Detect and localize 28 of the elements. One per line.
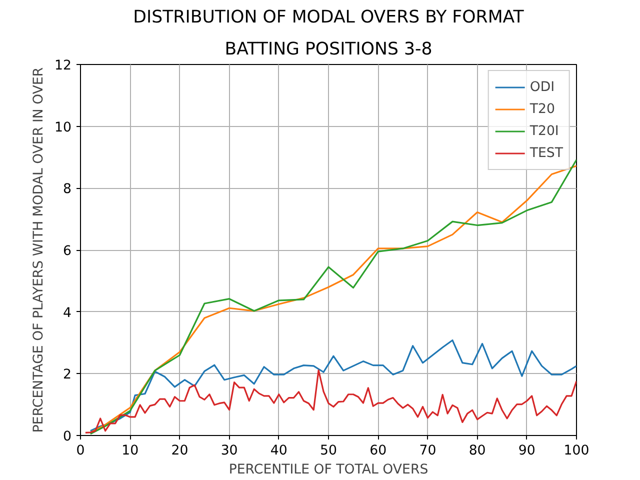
- y-axis-title: PERCENTAGE OF PLAYERS WITH MODAL OVER IN OVER: [32, 67, 47, 433]
- line-series: [90, 339, 576, 432]
- line-series: [84, 369, 576, 434]
- x-tick-label: 50: [320, 444, 337, 458]
- x-tick-label: 40: [270, 444, 288, 458]
- x-tick-label: 10: [122, 444, 139, 458]
- x-tick-label: 70: [419, 444, 436, 458]
- y-tick-label: 10: [54, 120, 72, 136]
- x-tick-label: 90: [518, 444, 536, 458]
- y-tick-label: 2: [63, 368, 72, 383]
- y-tick-label: 4: [63, 306, 72, 321]
- chart-title: DISTRIBUTION OF MODAL OVERS BY FORMAT: [133, 8, 524, 28]
- x-tick-label: 60: [370, 444, 387, 458]
- legend-label: T20I: [530, 124, 559, 138]
- x-tick-label: 80: [468, 444, 486, 458]
- y-tick-label: 8: [63, 182, 72, 198]
- x-axis-title: PERCENTILE OF TOTAL OVERS: [228, 462, 428, 478]
- legend-label: TEST: [530, 146, 563, 160]
- x-tick-label: 0: [76, 444, 85, 458]
- x-tick-label: 20: [171, 444, 188, 458]
- legend-label: T20: [530, 102, 555, 116]
- legend-label: ODI: [530, 80, 555, 94]
- x-tick-label: 100: [564, 444, 590, 458]
- x-tick-label: 30: [220, 444, 238, 458]
- y-tick-label: 12: [54, 58, 72, 74]
- y-tick-label: 6: [63, 244, 72, 259]
- chart-subtitle: BATTING POSITIONS 3-8: [224, 40, 432, 60]
- y-tick-label: 0: [63, 430, 72, 444]
